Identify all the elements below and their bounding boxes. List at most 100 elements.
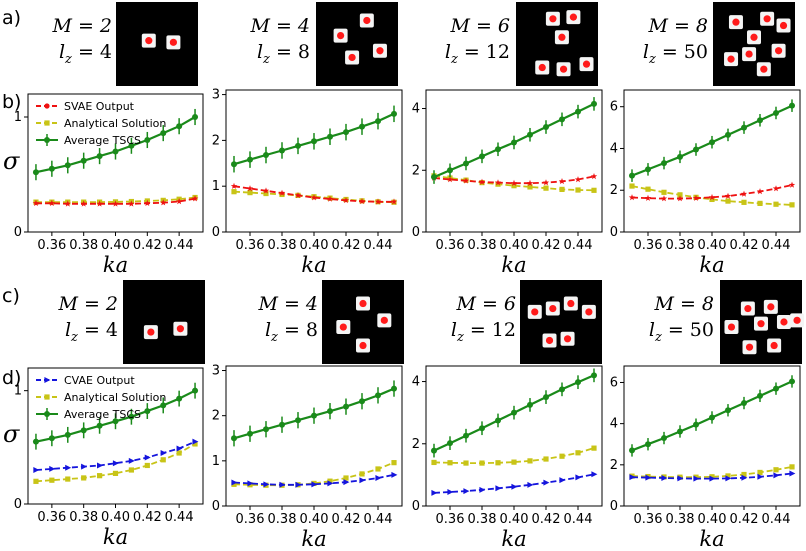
- data-point-tscs: [48, 165, 55, 172]
- data-point-tscs: [80, 427, 87, 434]
- label-m: M = 8: [653, 293, 714, 315]
- data-point-analytical: [359, 471, 365, 477]
- data-point-svae: [692, 194, 700, 201]
- x-tick-label: 0.38: [666, 238, 695, 253]
- data-point-analytical: [96, 473, 103, 479]
- y-tick-label: 0: [610, 225, 618, 240]
- data-point-svae: [708, 193, 716, 201]
- data-point-tscs: [311, 412, 317, 419]
- particle-center-dot: [775, 47, 783, 55]
- x-tick-label: 0.36: [236, 238, 265, 253]
- data-point-cvae: [160, 450, 167, 456]
- data-point-tscs: [725, 407, 731, 414]
- label-lz-subscript: z: [64, 52, 72, 67]
- series-line-analytical: [35, 443, 196, 483]
- label-m: M = 2: [51, 15, 112, 37]
- data-point-svae: [246, 185, 254, 192]
- data-point-tscs: [773, 385, 779, 392]
- x-tick-label: 0.40: [300, 512, 329, 527]
- particle-center-dot: [744, 304, 752, 313]
- data-point-analytical: [773, 467, 779, 473]
- chart-d-2: 0 1 2 3 0.36 0.38 0.40 0.42 0.44 ka: [212, 364, 403, 551]
- data-point-tscs: [431, 447, 437, 454]
- label-lz-subscript: z: [654, 330, 662, 345]
- data-point-analytical: [725, 198, 731, 204]
- x-tick-label: 0.36: [436, 512, 465, 527]
- chart-d-3: 0 2 4 0.36 0.38 0.40 0.42 0.44 ka: [412, 365, 603, 551]
- particle-center-dot: [745, 50, 753, 58]
- data-point-cvae: [645, 474, 652, 481]
- data-point-tscs: [741, 400, 747, 407]
- x-tick-label: 0.42: [532, 512, 561, 527]
- particle-center-dot: [147, 328, 155, 336]
- data-point-tscs: [527, 401, 533, 408]
- x-tick-label: 0.38: [666, 512, 695, 527]
- particle-center-dot: [763, 15, 771, 23]
- data-point-tscs: [96, 422, 103, 429]
- data-point-tscs: [32, 438, 39, 445]
- data-point-tscs: [160, 402, 167, 409]
- data-point-tscs: [64, 431, 71, 438]
- data-point-tscs: [176, 123, 183, 130]
- data-point-cvae: [192, 438, 199, 445]
- data-point-tscs: [391, 385, 397, 392]
- data-point-analytical: [431, 459, 437, 466]
- particle-center-dot: [145, 37, 153, 45]
- data-point-analytical: [495, 460, 501, 466]
- x-tick-label: 0.42: [332, 238, 361, 253]
- x-tick-label: 0.44: [762, 238, 791, 253]
- data-point-tscs: [343, 403, 349, 410]
- panel-letter-d: d): [2, 367, 21, 389]
- data-point-tscs: [231, 161, 237, 168]
- x-tick-label: 0.40: [300, 238, 329, 253]
- particle-center-dot: [531, 308, 539, 316]
- data-point-svae: [788, 181, 796, 188]
- data-point-analytical: [591, 445, 597, 451]
- label-m: M = 8: [647, 15, 708, 37]
- data-point-analytical: [81, 475, 87, 481]
- data-point-svae: [230, 182, 238, 189]
- data-point-tscs: [112, 148, 119, 155]
- data-point-tscs: [789, 378, 795, 385]
- data-point-analytical: [49, 477, 55, 483]
- label-lz-symbol: l: [451, 319, 457, 341]
- data-point-cvae: [463, 488, 470, 495]
- data-point-cvae: [677, 475, 684, 482]
- data-point-cvae: [511, 483, 518, 490]
- x-tick-label: 0.42: [730, 238, 759, 253]
- data-point-tscs: [757, 392, 763, 399]
- legend-entry: Average TSCS: [64, 408, 141, 421]
- particle-image-c-3: [520, 280, 602, 364]
- data-point-tscs: [693, 146, 699, 153]
- data-point-tscs: [327, 408, 333, 415]
- data-point-cvae: [479, 486, 486, 493]
- data-point-cvae: [757, 473, 764, 480]
- x-tick-label: 0.40: [500, 512, 529, 527]
- data-point-cvae: [693, 475, 700, 482]
- x-tick-label: 0.36: [634, 238, 663, 253]
- data-point-svae: [756, 188, 764, 195]
- legend-marker: [44, 394, 50, 400]
- y-tick-label: 4: [412, 102, 420, 117]
- data-point-svae: [96, 200, 103, 207]
- data-point-cvae: [447, 489, 454, 495]
- label-lz: lz = 8: [257, 41, 310, 67]
- y-tick-label: 4: [610, 417, 618, 432]
- label-lz-symbol: l: [445, 41, 451, 63]
- particle-center-dot: [363, 16, 371, 25]
- data-point-analytical: [192, 441, 198, 447]
- data-point-cvae: [263, 481, 270, 488]
- y-tick-label: 0: [412, 499, 420, 514]
- data-point-tscs: [160, 130, 167, 137]
- data-point-tscs: [463, 432, 469, 439]
- data-point-svae: [558, 178, 566, 185]
- particle-center-dot: [793, 316, 801, 324]
- data-point-analytical: [375, 466, 381, 472]
- data-point-analytical: [591, 187, 597, 193]
- x-tick-label: 0.44: [564, 512, 593, 527]
- data-point-tscs: [591, 372, 597, 379]
- data-point-svae: [32, 199, 40, 206]
- data-point-tscs: [789, 102, 795, 109]
- x-tick-label: 0.42: [332, 512, 361, 527]
- data-point-svae: [772, 185, 780, 192]
